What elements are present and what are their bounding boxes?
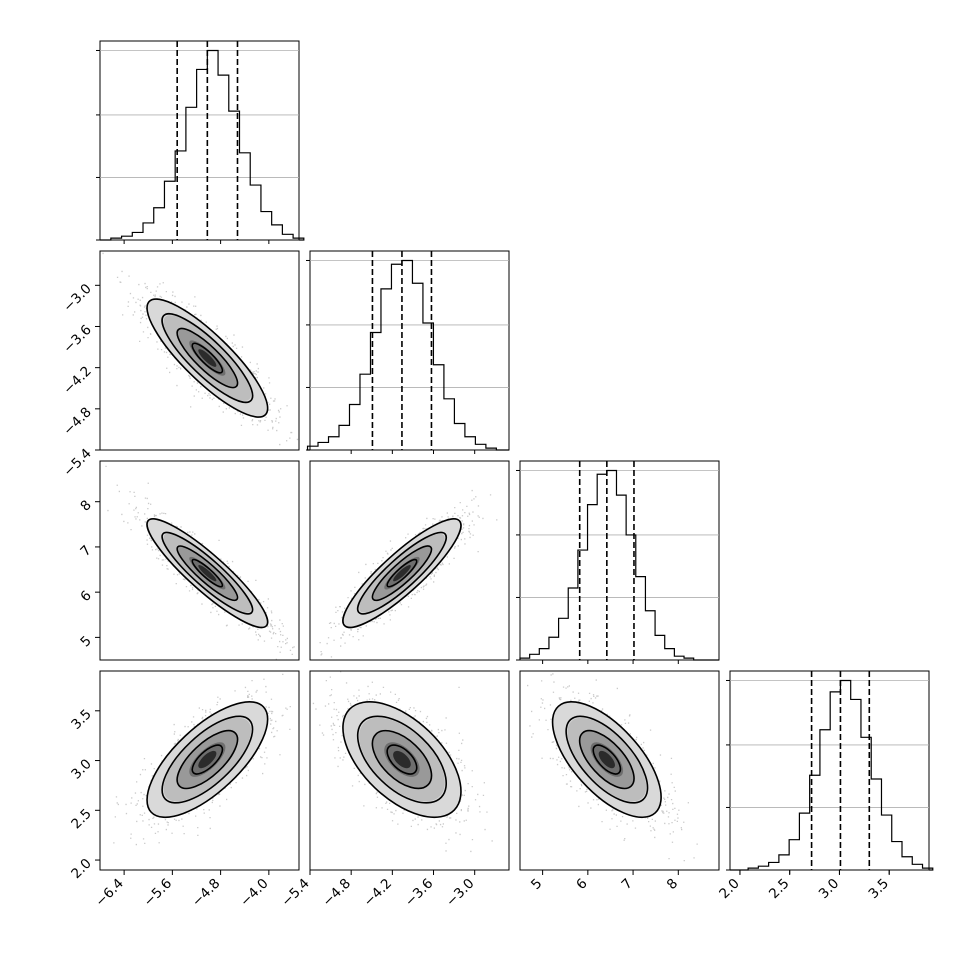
x-tick-label-p2: −4.8 xyxy=(320,876,354,910)
density-shade xyxy=(598,750,615,769)
y-tick-label-p4: 2.5 xyxy=(68,806,95,833)
panel-frame xyxy=(99,250,300,451)
contour-line xyxy=(356,715,448,804)
panel-content xyxy=(312,671,493,853)
contour-line xyxy=(191,342,224,374)
x-tick-label-p2: −3.0 xyxy=(443,876,477,910)
contour-line xyxy=(161,715,254,804)
density-shade xyxy=(393,750,411,769)
contour-line xyxy=(176,729,239,790)
x-tick-label-p3: 7 xyxy=(619,876,636,893)
panel-frame xyxy=(309,460,510,661)
contour-line xyxy=(342,701,462,819)
density-panel-3-2 xyxy=(309,460,510,661)
density-panel-4-3 xyxy=(519,670,720,871)
density-panel-3-1 xyxy=(99,460,300,661)
scatter-points xyxy=(102,252,299,446)
density-shade xyxy=(198,565,217,582)
hist-panel-2 xyxy=(306,250,510,451)
density-shade xyxy=(198,750,217,769)
contour-line xyxy=(191,744,224,775)
x-tick-label-p4: 2.0 xyxy=(716,876,743,903)
y-tick-label-p3: 5 xyxy=(77,633,94,650)
y-tick-label-p3: 7 xyxy=(77,542,94,559)
contour-line xyxy=(176,545,239,602)
x-tick-label-p3: 5 xyxy=(528,876,545,893)
contour-line xyxy=(371,729,433,790)
panel-frame xyxy=(519,670,720,871)
x-tick-label-p3: 8 xyxy=(664,876,681,893)
contour-line xyxy=(592,744,622,775)
hist-frame xyxy=(729,670,930,871)
x-tick-label-p3: 6 xyxy=(573,876,590,893)
hist-frame xyxy=(99,40,300,241)
x-tick-label-p4: 3.0 xyxy=(816,876,843,903)
contour-line xyxy=(551,701,662,819)
x-tick-label-p1: −4.0 xyxy=(237,876,271,910)
x-tick-label-p4: 3.5 xyxy=(866,876,893,903)
y-tick-label-p4: 3.5 xyxy=(68,706,95,733)
x-tick-label-p4: 2.5 xyxy=(766,876,793,903)
panel-frame xyxy=(309,670,510,871)
contour-line xyxy=(578,729,635,790)
contour-line xyxy=(371,545,433,602)
contour-line xyxy=(191,558,224,588)
contour-line xyxy=(176,327,239,389)
y-tick-label-p2: −4.2 xyxy=(60,363,94,397)
x-tick-label-p1: −6.4 xyxy=(92,876,126,910)
contour-line xyxy=(161,312,254,404)
contour-line xyxy=(161,531,254,615)
panel-content xyxy=(319,489,498,658)
y-tick-label-p2: −3.6 xyxy=(60,322,94,356)
density-shade xyxy=(393,565,411,582)
y-tick-label-p3: 6 xyxy=(77,588,94,605)
histogram-steps xyxy=(100,49,305,241)
contour-line xyxy=(386,744,418,775)
y-tick-label-p2: −3.0 xyxy=(60,281,94,315)
y-tick-label-p2: −4.8 xyxy=(60,404,94,438)
panel-content xyxy=(113,673,291,846)
density-panel-4-2 xyxy=(309,670,510,871)
contour-line xyxy=(356,531,448,615)
y-tick-label-p2: −5.4 xyxy=(60,446,94,480)
x-tick-label-p2: −3.6 xyxy=(402,876,436,910)
panel-content xyxy=(527,673,698,862)
contour-line xyxy=(146,298,269,418)
x-tick-label-p1: −5.6 xyxy=(141,876,175,910)
y-tick-label-p4: 3.0 xyxy=(68,756,95,783)
histogram-steps xyxy=(730,679,934,871)
hist-frame xyxy=(519,460,720,661)
hist-frame xyxy=(309,250,510,451)
x-tick-label-p2: −4.2 xyxy=(361,876,395,910)
x-tick-label-p1: −4.8 xyxy=(189,876,223,910)
contour-line xyxy=(386,558,418,588)
contour-line xyxy=(565,715,649,804)
x-tick-label-p2: −5.4 xyxy=(278,876,312,910)
hist-panel-4 xyxy=(726,670,934,871)
density-shade xyxy=(198,349,217,367)
histogram-steps xyxy=(306,259,509,451)
panel-content xyxy=(105,465,295,660)
hist-panel-1 xyxy=(96,40,305,241)
y-tick-label-p4: 2.0 xyxy=(68,856,95,883)
hist-panel-3 xyxy=(516,460,720,661)
y-tick-label-p3: 8 xyxy=(77,497,94,514)
contour-line xyxy=(146,701,269,819)
panel-frame xyxy=(99,670,300,871)
contour-line xyxy=(146,518,269,629)
histogram-steps xyxy=(519,469,719,661)
panel-frame xyxy=(99,460,300,661)
panel-content xyxy=(102,252,299,446)
density-panel-4-1 xyxy=(99,670,300,871)
density-panel-2-1 xyxy=(99,250,300,451)
contour-line xyxy=(342,518,462,629)
